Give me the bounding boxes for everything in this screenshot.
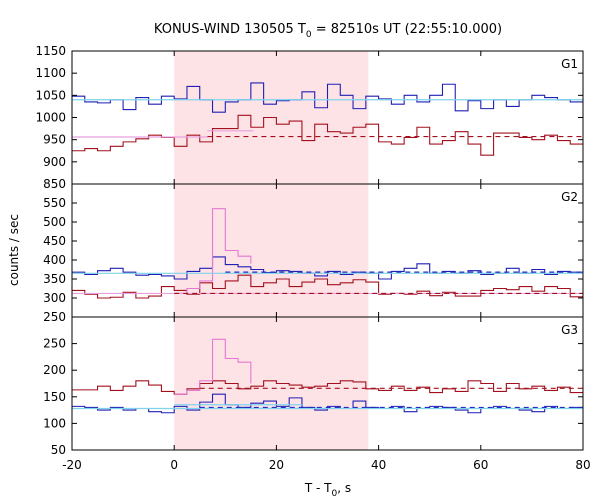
y-tick-label: 250 [43, 310, 66, 324]
x-tick-labels: -20 0 20 40 60 80 [62, 458, 590, 472]
y-tick-label: 1050 [35, 88, 66, 102]
series-blue_curve [72, 82, 583, 113]
y-tick-label: 350 [43, 272, 66, 286]
panel-g1: 850 900 950 1000 1050 1100 1150 G1 [35, 44, 584, 191]
x-tick-label: 60 [473, 458, 488, 472]
plot-area: 8509009501000105011001150G12503003504004… [35, 44, 590, 472]
y-tick-label: 200 [43, 363, 66, 377]
y-tick-label: 250 [43, 337, 66, 351]
y-tick-label: 300 [43, 291, 66, 305]
y-tick-label: 400 [43, 253, 66, 267]
x-tick-label: 80 [575, 458, 590, 472]
x-axis-label: T - T0, s [304, 481, 351, 499]
series-red_curve [72, 380, 583, 395]
panel-label: G3 [561, 323, 578, 337]
panel-label: G1 [561, 57, 578, 71]
y-tick-label: 1000 [35, 111, 66, 125]
panel-frame [71, 316, 584, 451]
x-tick-label: 40 [371, 458, 386, 472]
y-tick-label: 150 [43, 390, 66, 404]
chart-title: KONUS-WIND 130505 T0 = 82510s UT (22:55:… [154, 22, 502, 40]
series-red_curve [72, 274, 583, 299]
y-axis-label: counts / sec [7, 214, 21, 286]
y-tick-label: 50 [51, 443, 66, 457]
y-tick-label: 900 [43, 155, 66, 169]
burst-interval-highlight [174, 51, 369, 450]
y-tick-label: 850 [43, 177, 66, 191]
x-tick-label: 0 [170, 458, 178, 472]
series-pink_peak [174, 338, 252, 395]
y-tick-label: 100 [43, 416, 66, 430]
series-group [72, 82, 583, 156]
series-group [72, 338, 583, 414]
y-tick-label: 1100 [35, 66, 66, 80]
y-tick-label: 950 [43, 133, 66, 147]
y-tick-label: 450 [43, 234, 66, 248]
panel-label: G2 [561, 190, 578, 204]
x-tick-label: -20 [62, 458, 82, 472]
panel-g3: 50 100 150 200 250 G3 [43, 316, 584, 457]
series-group [72, 208, 583, 299]
series-red_curve [72, 114, 583, 156]
series-pink_peak [174, 208, 252, 294]
y-tick-label: 550 [43, 196, 66, 210]
x-tick-label: 20 [269, 458, 284, 472]
y-tick-label: 500 [43, 215, 66, 229]
y-tick-label: 1150 [35, 44, 66, 58]
